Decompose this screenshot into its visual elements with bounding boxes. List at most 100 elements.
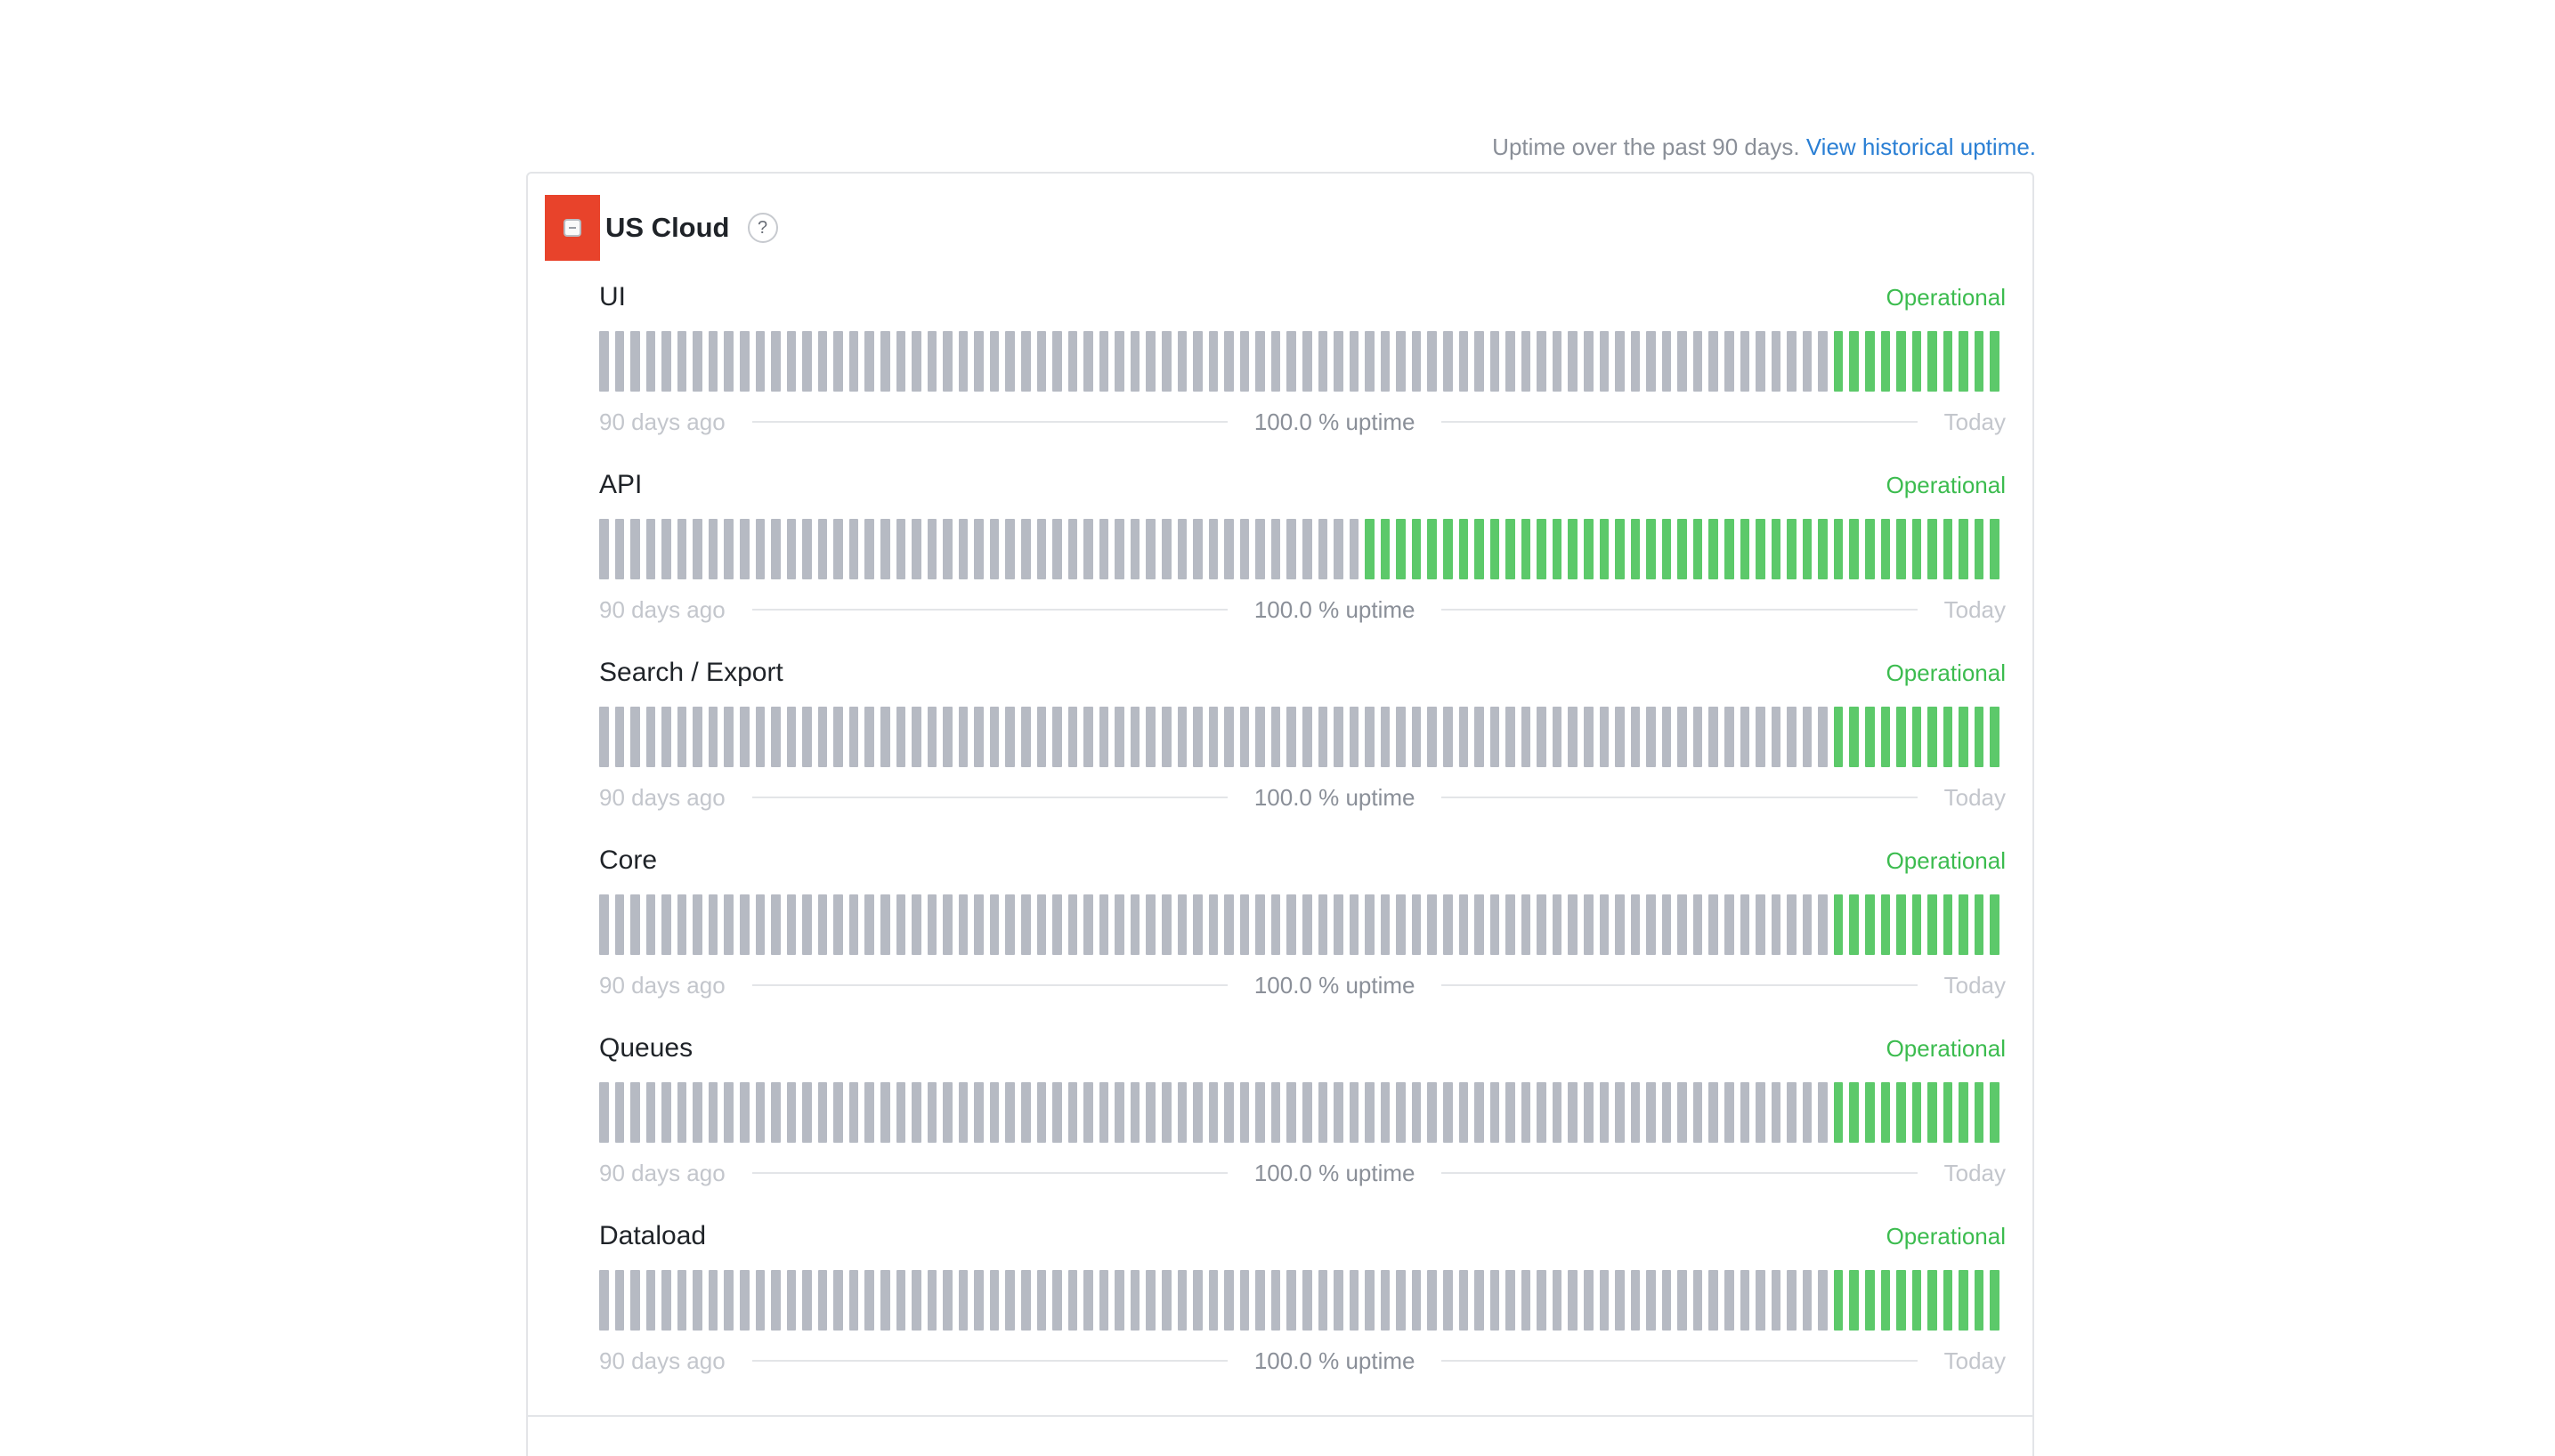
uptime-day-bar-operational[interactable] [1880,519,1891,579]
uptime-day-bar-no-data[interactable] [661,519,671,579]
uptime-day-bar-operational[interactable] [1911,1270,1922,1331]
uptime-day-bar-no-data[interactable] [1646,894,1656,955]
uptime-day-bar-no-data[interactable] [1270,707,1281,767]
uptime-day-bar-no-data[interactable] [1036,519,1047,579]
uptime-day-bar-no-data[interactable] [724,1270,734,1331]
uptime-day-bar-no-data[interactable] [661,331,671,392]
uptime-day-bar-operational[interactable] [1865,331,1875,392]
uptime-day-bar-no-data[interactable] [1552,1082,1562,1143]
uptime-day-bar-no-data[interactable] [1021,1082,1031,1143]
uptime-day-bar-no-data[interactable] [724,519,734,579]
uptime-day-bar-no-data[interactable] [974,894,984,955]
uptime-day-bar-no-data[interactable] [1724,894,1734,955]
uptime-day-bar-no-data[interactable] [1724,1082,1734,1143]
uptime-day-bar-no-data[interactable] [896,1270,906,1331]
uptime-day-bar-operational[interactable] [1584,519,1594,579]
uptime-day-bar-no-data[interactable] [1162,519,1172,579]
uptime-day-bar-no-data[interactable] [880,894,890,955]
uptime-day-bar-no-data[interactable] [1239,519,1250,579]
uptime-day-bar-no-data[interactable] [1505,1082,1515,1143]
uptime-day-bar-no-data[interactable] [1115,519,1124,579]
uptime-day-bar-no-data[interactable] [677,331,687,392]
uptime-day-bar-no-data[interactable] [1756,894,1765,955]
uptime-day-bar-no-data[interactable] [1568,1082,1578,1143]
uptime-day-bar-no-data[interactable] [1177,1082,1188,1143]
uptime-day-bar-no-data[interactable] [1708,331,1718,392]
uptime-day-bar-no-data[interactable] [1740,707,1750,767]
uptime-day-bar-no-data[interactable] [958,707,969,767]
uptime-day-bar-no-data[interactable] [1021,519,1031,579]
uptime-day-bar-no-data[interactable] [1349,1082,1359,1143]
uptime-day-bar-no-data[interactable] [1677,1082,1687,1143]
uptime-day-bar-no-data[interactable] [1443,894,1453,955]
uptime-day-bar-no-data[interactable] [693,331,702,392]
uptime-day-bar-no-data[interactable] [1208,331,1219,392]
uptime-day-bar-no-data[interactable] [880,519,890,579]
uptime-day-bar-no-data[interactable] [708,1270,718,1331]
uptime-day-bar-no-data[interactable] [1365,331,1375,392]
uptime-day-bar-no-data[interactable] [1349,1270,1359,1331]
uptime-day-bar-no-data[interactable] [1818,331,1828,392]
uptime-day-bar-no-data[interactable] [1083,894,1093,955]
uptime-day-bar-operational[interactable] [1943,331,1953,392]
uptime-day-bar-operational[interactable] [1974,1270,1984,1331]
uptime-day-bar-operational[interactable] [1990,894,1999,955]
uptime-day-bar-operational[interactable] [1865,1270,1875,1331]
uptime-day-bar-no-data[interactable] [1537,331,1546,392]
uptime-day-bar-no-data[interactable] [1537,894,1546,955]
uptime-day-bar-no-data[interactable] [645,331,656,392]
uptime-day-bar-operational[interactable] [1458,519,1469,579]
uptime-day-bar-operational[interactable] [1896,707,1906,767]
uptime-day-bar-operational[interactable] [1740,519,1750,579]
uptime-day-bar-no-data[interactable] [1255,1082,1265,1143]
uptime-day-bar-no-data[interactable] [1052,1082,1062,1143]
uptime-day-bar-no-data[interactable] [1615,707,1625,767]
uptime-day-bar-no-data[interactable] [1193,894,1203,955]
uptime-day-bar-no-data[interactable] [1115,1082,1124,1143]
uptime-day-bar-no-data[interactable] [1224,331,1234,392]
uptime-day-bar-no-data[interactable] [1005,707,1015,767]
uptime-day-bar-operational[interactable] [1365,519,1375,579]
uptime-day-bar-no-data[interactable] [1537,1270,1546,1331]
uptime-day-bar-no-data[interactable] [1318,1270,1328,1331]
uptime-day-bar-no-data[interactable] [599,1082,609,1143]
uptime-day-bar-no-data[interactable] [833,1082,843,1143]
uptime-day-bar-no-data[interactable] [1115,1270,1124,1331]
uptime-day-bar-no-data[interactable] [880,1082,890,1143]
uptime-day-bar-no-data[interactable] [724,331,734,392]
uptime-day-bar-operational[interactable] [1521,519,1531,579]
uptime-day-bar-no-data[interactable] [1584,331,1594,392]
uptime-day-bar-no-data[interactable] [1724,331,1734,392]
uptime-day-bar-no-data[interactable] [974,331,984,392]
uptime-day-bar-no-data[interactable] [1756,707,1765,767]
uptime-day-bar-no-data[interactable] [1177,707,1188,767]
uptime-day-bar-no-data[interactable] [1724,1270,1734,1331]
uptime-day-bar-no-data[interactable] [1286,331,1296,392]
uptime-day-bar-operational[interactable] [1990,519,1999,579]
uptime-day-bar-no-data[interactable] [1489,1082,1500,1143]
uptime-day-bar-no-data[interactable] [1208,894,1219,955]
uptime-day-bar-no-data[interactable] [1740,331,1750,392]
uptime-day-bar-no-data[interactable] [833,707,843,767]
uptime-day-bar-no-data[interactable] [755,1082,766,1143]
uptime-day-bar-no-data[interactable] [661,707,671,767]
uptime-day-bar-no-data[interactable] [943,707,953,767]
uptime-day-bar-operational[interactable] [1489,519,1500,579]
uptime-day-bar-no-data[interactable] [1255,707,1265,767]
uptime-day-bar-no-data[interactable] [958,1082,969,1143]
uptime-day-bar-operational[interactable] [1911,707,1922,767]
uptime-day-bar-no-data[interactable] [896,707,906,767]
uptime-day-bar-no-data[interactable] [1162,331,1172,392]
uptime-day-bar-no-data[interactable] [1396,1270,1406,1331]
uptime-day-bar-no-data[interactable] [864,707,874,767]
uptime-day-bar-no-data[interactable] [989,519,1000,579]
uptime-day-bar-no-data[interactable] [1349,894,1359,955]
uptime-day-bar-no-data[interactable] [974,1270,984,1331]
uptime-day-bar-no-data[interactable] [1067,894,1078,955]
uptime-day-bar-no-data[interactable] [1708,1270,1718,1331]
uptime-day-bar-no-data[interactable] [693,707,702,767]
uptime-day-bar-no-data[interactable] [848,331,859,392]
uptime-day-bar-no-data[interactable] [1130,519,1140,579]
uptime-day-bar-operational[interactable] [1943,894,1953,955]
uptime-day-bar-no-data[interactable] [1474,1082,1484,1143]
